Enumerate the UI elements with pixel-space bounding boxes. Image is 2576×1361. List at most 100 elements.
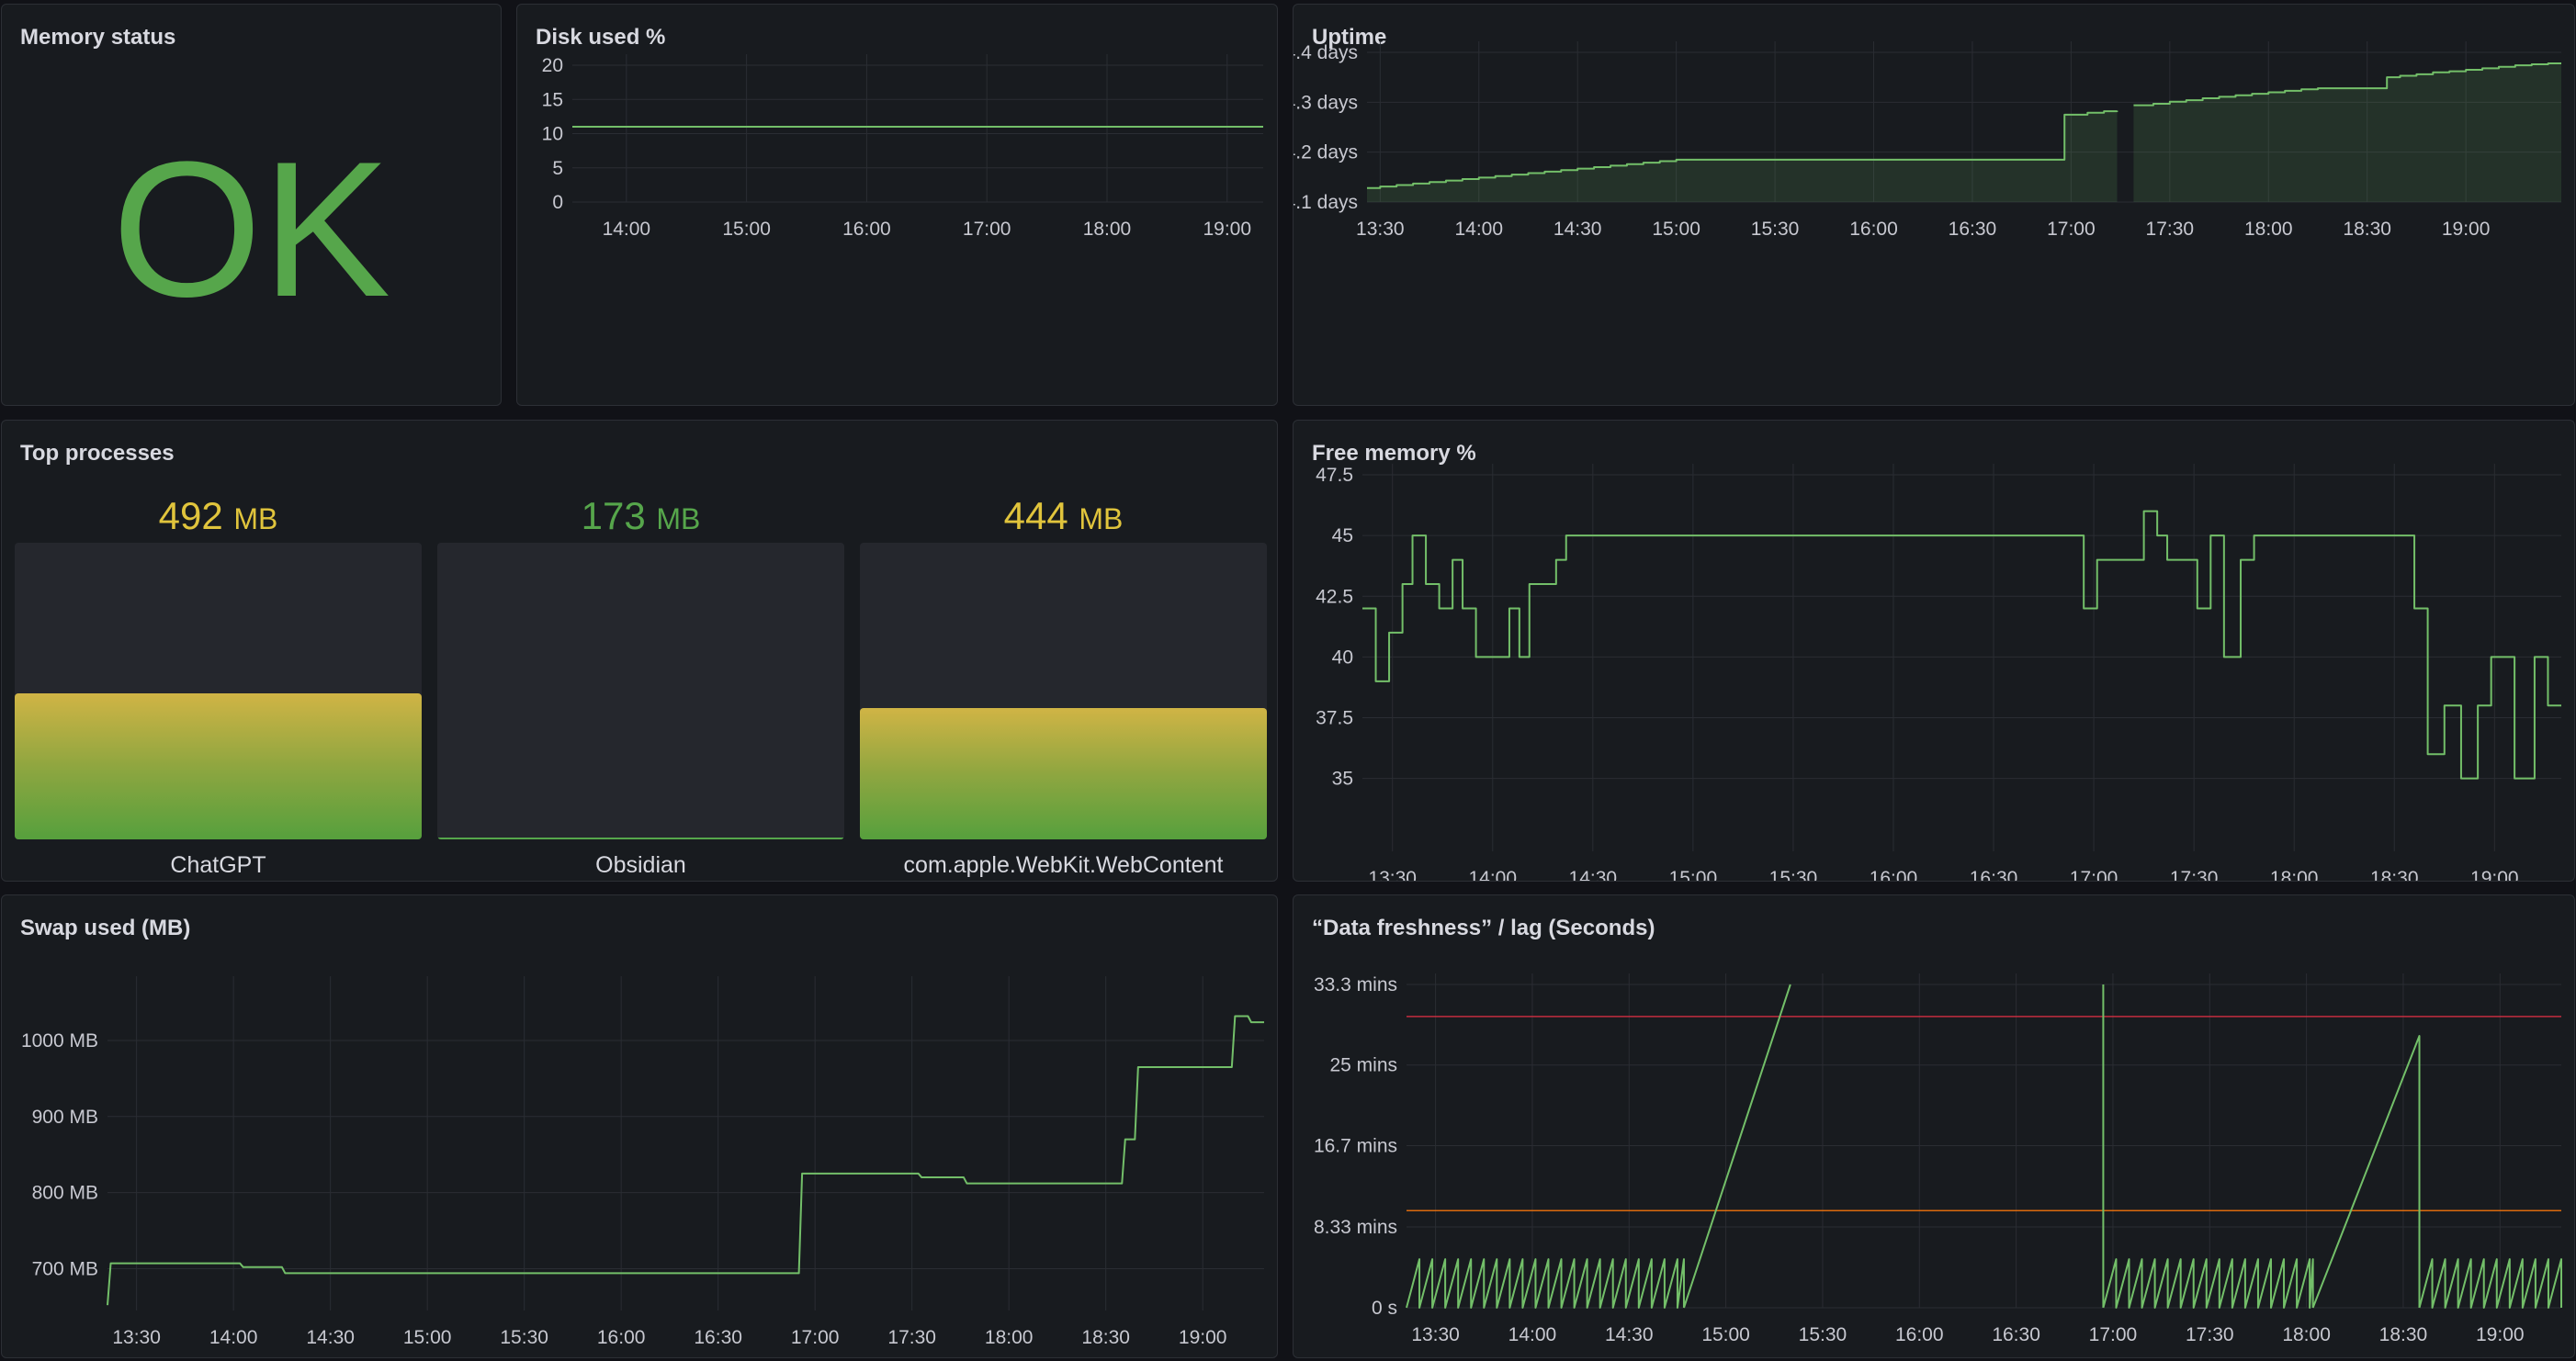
y-tick-label: 35: [1332, 769, 1353, 790]
x-tick-label: 16:00: [597, 1327, 646, 1348]
uptime-panel: Uptime 4.1 days 4.2 days 4.3 days 4.4 days 1…: [1293, 4, 2575, 406]
y-tick-label: 20: [542, 55, 563, 76]
x-tick-label: 19:00: [2470, 868, 2519, 882]
x-tick-label: 15:00: [1652, 219, 1700, 240]
y-tick-label: 4.2 days: [1294, 142, 1358, 163]
x-tick-label: 18:30: [2379, 1324, 2428, 1345]
process-bar-track: [15, 543, 422, 839]
process-name: Obsidian: [595, 852, 686, 878]
x-tick-label: 18:30: [1081, 1327, 1130, 1348]
x-tick-label: 16:30: [1949, 219, 1997, 240]
disk-used-panel: Disk used % 0 5 10 15 20 14:00 15:00 16:00 17:00…: [516, 4, 1278, 406]
process-bar-track: [860, 543, 1267, 839]
x-tick-label: 16:30: [1992, 1324, 2040, 1345]
y-tick-label: 4.3 days: [1294, 92, 1358, 113]
series-line: [1362, 510, 2561, 780]
x-tick-label: 16:00: [1849, 219, 1898, 240]
y-tick-label: 0: [552, 192, 563, 213]
x-tick-label: 16:00: [842, 219, 891, 240]
x-tick-label: 13:30: [112, 1327, 161, 1348]
process-bar-track: [437, 543, 844, 839]
x-tick-label: 17:30: [887, 1327, 936, 1348]
x-tick-label: 17:00: [2089, 1324, 2138, 1345]
process-name: ChatGPT: [170, 852, 266, 878]
x-tick-label: 14:00: [603, 219, 651, 240]
process-value: 444 MB: [1003, 494, 1124, 537]
x-tick-label: 17:00: [963, 219, 1011, 240]
x-tick-label: 16:00: [1895, 1324, 1944, 1345]
series-line: [107, 1015, 1264, 1306]
free-memory-title: Free memory %: [1312, 441, 1476, 466]
x-tick-label: 19:00: [2476, 1324, 2525, 1345]
x-tick-label: 17:00: [2047, 219, 2096, 240]
memory-status-title: Memory status: [20, 25, 176, 50]
x-tick-label: 15:00: [403, 1327, 452, 1348]
y-tick-label: 47.5: [1316, 465, 1353, 486]
y-tick-label: 16.7 mins: [1314, 1135, 1397, 1156]
y-tick-label: 15: [542, 89, 563, 110]
uptime-title: Uptime: [1312, 25, 1387, 50]
x-tick-label: 18:00: [985, 1327, 1034, 1348]
y-tick-label: 4.1 days: [1294, 192, 1358, 213]
y-tick-label: 42.5: [1316, 586, 1353, 607]
data-freshness-title: “Data freshness” / lag (Seconds): [1312, 916, 1655, 940]
series-line: [1367, 110, 2118, 189]
process-gauge-webkit: 444 MB com.apple.WebKit.WebContent: [860, 494, 1267, 881]
data-freshness-panel: “Data freshness” / lag (Seconds) 0 s 8.33…: [1293, 894, 2575, 1358]
x-tick-label: 15:00: [1701, 1324, 1750, 1345]
process-gauge-obsidian: 173 MB Obsidian: [437, 494, 844, 881]
y-tick-label: 4.4 days: [1294, 42, 1358, 63]
y-tick-label: 5: [552, 158, 563, 179]
x-tick-label: 16:00: [1870, 868, 1918, 882]
y-tick-label: 8.33 mins: [1314, 1217, 1397, 1238]
swap-used-chart: 700 MB 800 MB 900 MB 1000 MB 13:30 14:00 14:30…: [21, 976, 1264, 1348]
series-line: [2418, 1258, 2562, 1309]
x-tick-label: 19:00: [2442, 219, 2491, 240]
memory-status-value: OK: [111, 121, 391, 337]
process-name: com.apple.WebKit.WebContent: [903, 852, 1224, 878]
process-bar-fill: [437, 838, 844, 839]
x-tick-label: 13:30: [1368, 868, 1417, 882]
memory-status-panel: Memory status OK: [1, 4, 502, 406]
x-tick-label: 14:30: [306, 1327, 355, 1348]
x-tick-label: 17:30: [2186, 1324, 2234, 1345]
process-bar-fill: [15, 693, 422, 839]
x-tick-label: 15:30: [1799, 1324, 1847, 1345]
x-tick-label: 19:00: [1179, 1327, 1227, 1348]
x-tick-label: 13:30: [1356, 219, 1405, 240]
y-tick-label: 33.3 mins: [1314, 974, 1397, 995]
series-line: [2102, 1258, 2314, 1309]
x-tick-label: 14:00: [1454, 219, 1503, 240]
data-freshness-chart: 0 s 8.33 mins 16.7 mins 25 mins 33.3 mins 13:…: [1314, 973, 2562, 1345]
x-tick-label: 18:30: [2343, 219, 2391, 240]
x-tick-label: 15:00: [1669, 868, 1718, 882]
x-tick-label: 19:00: [1203, 219, 1251, 240]
x-tick-label: 14:00: [1468, 868, 1517, 882]
x-tick-label: 17:00: [2070, 868, 2118, 882]
x-tick-label: 18:00: [2244, 219, 2293, 240]
x-tick-label: 16:30: [1970, 868, 2018, 882]
y-tick-label: 10: [542, 124, 563, 145]
y-tick-label: 800 MB: [32, 1183, 98, 1204]
x-tick-label: 14:00: [209, 1327, 258, 1348]
top-processes-panel: Top processes 492 MB ChatGPT 173 MB Obsi…: [1, 420, 1278, 882]
process-bar-fill: [860, 707, 1267, 839]
x-tick-label: 17:30: [2170, 868, 2219, 882]
uptime-chart: 4.1 days 4.2 days 4.3 days 4.4 days 13:30 14:…: [1294, 41, 2561, 240]
x-tick-label: 14:30: [1569, 868, 1618, 882]
x-tick-label: 18:00: [2282, 1324, 2331, 1345]
x-tick-label: 15:30: [1751, 219, 1800, 240]
x-tick-label: 15:30: [500, 1327, 548, 1348]
x-tick-label: 18:00: [1083, 219, 1132, 240]
x-tick-label: 18:00: [2270, 868, 2319, 882]
y-tick-label: 0 s: [1372, 1298, 1397, 1319]
disk-used-title: Disk used %: [536, 25, 666, 50]
x-tick-label: 18:30: [2370, 868, 2419, 882]
x-tick-label: 14:00: [1508, 1324, 1557, 1345]
series-line: [1683, 984, 1791, 1309]
y-tick-label: 40: [1332, 647, 1353, 668]
x-tick-label: 14:30: [1605, 1324, 1654, 1345]
x-tick-label: 13:30: [1411, 1324, 1460, 1345]
process-value: 173 MB: [581, 494, 701, 537]
x-tick-label: 17:30: [2146, 219, 2195, 240]
